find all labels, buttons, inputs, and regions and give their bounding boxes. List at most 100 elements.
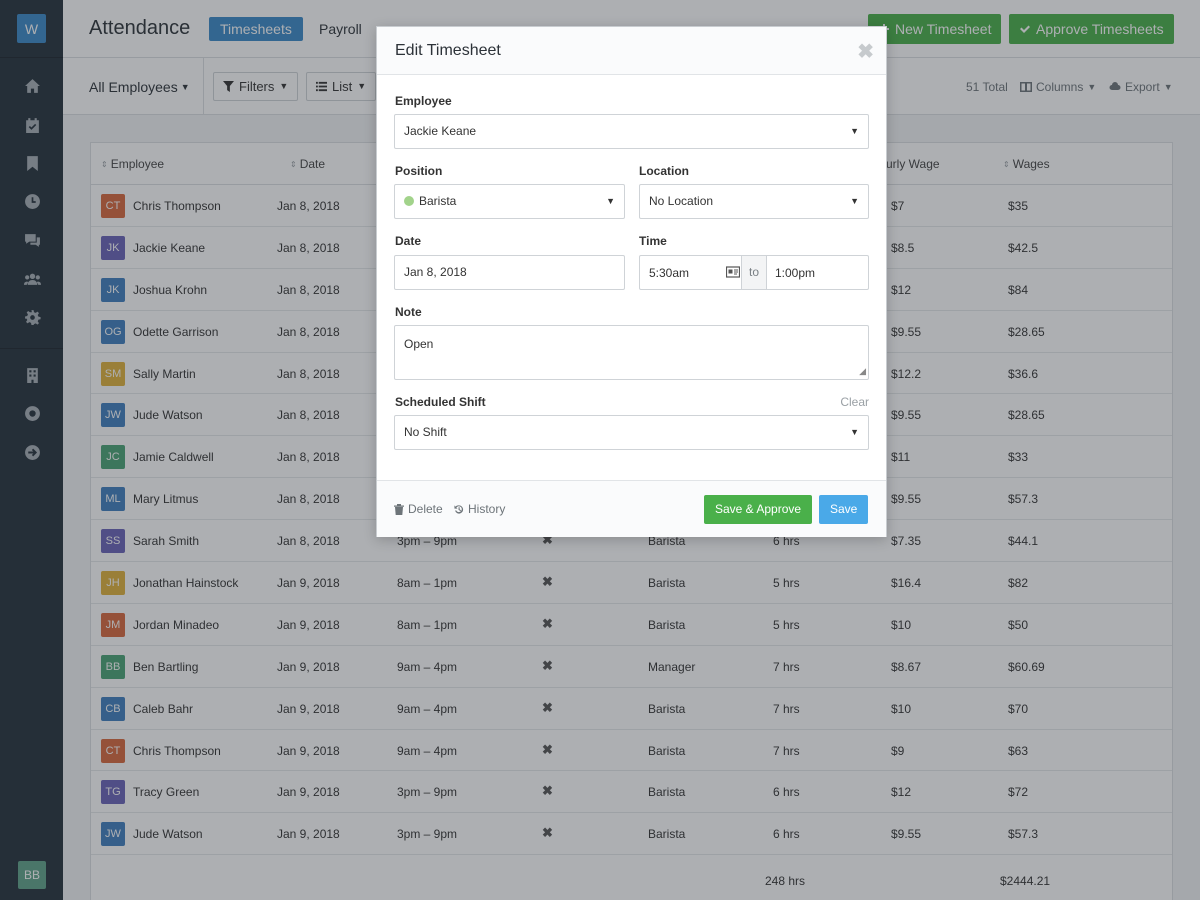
history-button[interactable]: History: [454, 502, 505, 516]
new-timesheet-button[interactable]: New Timesheet: [868, 14, 1002, 44]
row-position: Barista: [648, 743, 686, 758]
employee-name: Jude Watson: [133, 827, 203, 842]
calendar-check-icon[interactable]: [20, 113, 44, 137]
close-icon[interactable]: ✖: [857, 41, 874, 63]
resize-handle-icon[interactable]: ◢: [859, 366, 866, 376]
row-wages: $42.5: [1008, 240, 1039, 255]
row-shift: 9am – 4pm: [397, 659, 458, 674]
tab-timesheets[interactable]: Timesheets: [209, 17, 303, 41]
export-button[interactable]: Export ▼: [1109, 80, 1173, 94]
save-button[interactable]: Save: [819, 495, 869, 524]
employee-filter-dropdown[interactable]: All Employees ▼: [89, 79, 190, 95]
row-hourly-wage: $12.2: [891, 366, 922, 381]
row-hours: 7 hrs: [773, 701, 800, 716]
total-wages: $2444.21: [1000, 874, 1051, 889]
clear-link[interactable]: Clear: [840, 395, 869, 409]
approve-timesheets-button[interactable]: Approve Timesheets: [1009, 14, 1174, 44]
table-row[interactable]: BB Ben Bartling Jan 9, 2018 9am – 4pm ✖ Manag…: [91, 646, 1172, 688]
position-color-dot: [404, 196, 414, 206]
columns-label: Columns: [1036, 80, 1084, 94]
position-value: Barista: [419, 194, 457, 208]
row-wages: $44.1: [1008, 534, 1039, 549]
scheduled-shift-select[interactable]: No Shift ▼: [394, 415, 869, 450]
time-start-input[interactable]: 5:30am: [649, 266, 690, 280]
employee-select[interactable]: Jackie Keane ▼: [394, 114, 869, 149]
avatar: CB: [101, 696, 125, 721]
save-approve-button[interactable]: Save & Approve: [704, 495, 813, 524]
position-select[interactable]: Barista ▼: [394, 184, 625, 219]
id-card-icon[interactable]: [726, 266, 740, 278]
building-icon[interactable]: [20, 363, 44, 387]
avatar: CT: [101, 194, 125, 218]
close-icon: ✖: [542, 574, 553, 590]
users-icon[interactable]: [20, 267, 44, 291]
avatar: SS: [101, 529, 125, 554]
row-hourly-wage: $10: [891, 701, 912, 716]
chevron-down-icon: ▼: [850, 196, 859, 206]
row-date: Jan 9, 2018: [277, 659, 340, 674]
view-list-button[interactable]: List ▼: [306, 72, 377, 101]
row-shift: 3pm – 9pm: [397, 827, 458, 842]
scheduled-shift-value: No Shift: [404, 425, 447, 439]
row-hourly-wage: $7.35: [891, 534, 922, 549]
clock-icon[interactable]: [20, 189, 44, 213]
avatar: JC: [101, 445, 125, 470]
close-icon: ✖: [542, 783, 553, 799]
table-row[interactable]: CT Chris Thompson Jan 9, 2018 9am – 4pm ✖ Bar…: [91, 730, 1172, 772]
close-icon: ✖: [542, 532, 553, 548]
employee-name: Jordan Minadeo: [133, 617, 220, 632]
row-hourly-wage: $8.5: [891, 240, 915, 255]
home-icon[interactable]: [20, 74, 44, 98]
employee-name: Tracy Green: [133, 785, 200, 800]
employee-name: Jonathan Hainstock: [133, 576, 239, 591]
table-row[interactable]: OG Odette Garrison Jan 8, 2018 $9.55 $28.65: [91, 311, 1172, 353]
delete-label: Delete: [408, 502, 443, 516]
row-wages: $35: [1008, 199, 1029, 213]
row-date: Jan 8, 2018: [277, 450, 340, 465]
columns-icon: [1020, 82, 1032, 92]
user-avatar[interactable]: BB: [18, 861, 46, 889]
bookmark-icon[interactable]: [20, 151, 44, 175]
column-header-label: Date: [299, 157, 326, 171]
note-textarea[interactable]: Open ◢: [394, 325, 869, 380]
tab-payroll[interactable]: Payroll: [319, 21, 362, 37]
location-select[interactable]: No Location ▼: [639, 184, 869, 219]
row-wages: $33: [1008, 450, 1029, 465]
delete-button[interactable]: Delete: [394, 502, 443, 516]
table-row[interactable]: JH Jonathan Hainstock Jan 9, 2018 8am – 1pm…: [91, 562, 1172, 604]
sidebar: W BB: [0, 0, 63, 900]
table-row[interactable]: TG Tracy Green Jan 9, 2018 3pm – 9pm ✖ Barist…: [91, 771, 1172, 814]
chat-icon[interactable]: [20, 228, 44, 252]
row-date: Jan 8, 2018: [277, 324, 340, 339]
date-input[interactable]: Jan 8, 2018: [394, 255, 625, 290]
arrow-right-circle-icon[interactable]: [20, 440, 44, 464]
table-row[interactable]: CB Caleb Bahr Jan 9, 2018 9am – 4pm ✖ Barista…: [91, 688, 1172, 730]
employee-name: Jackie Keane: [133, 240, 206, 255]
avatar: JH: [101, 571, 125, 596]
row-wages: $63: [1008, 743, 1029, 758]
table-row[interactable]: JW Jude Watson Jan 9, 2018 3pm – 9pm ✖ Barist…: [91, 813, 1172, 856]
app-logo[interactable]: W: [17, 14, 46, 43]
table-row[interactable]: SS Sarah Smith Jan 8, 2018 3pm – 9pm ✖ Barist…: [91, 520, 1172, 563]
column-header-employee[interactable]: ⇕ Employee: [101, 157, 164, 171]
row-wages: $57.3: [1008, 827, 1039, 842]
row-wages: $82: [1008, 576, 1029, 591]
row-date: Jan 9, 2018: [277, 785, 340, 800]
date-value: Jan 8, 2018: [404, 265, 467, 279]
table-footer: 248 hrs $2444.21: [91, 855, 1172, 900]
row-shift: 8am – 1pm: [397, 576, 458, 591]
row-hourly-wage: $12: [891, 785, 912, 800]
columns-button[interactable]: Columns ▼: [1020, 80, 1096, 94]
table-row[interactable]: JM Jordan Minadeo Jan 9, 2018 8am – 1pm ✖ Bar…: [91, 604, 1172, 646]
avatar: TG: [101, 780, 125, 805]
life-ring-icon[interactable]: [20, 401, 44, 425]
row-position: Barista: [648, 701, 686, 716]
column-header-wages[interactable]: ⇕ Wages: [1003, 157, 1050, 171]
column-header-hourly-wage[interactable]: urly Wage: [886, 157, 940, 171]
scheduled-shift-label: Scheduled Shift: [395, 395, 486, 409]
gear-icon[interactable]: [20, 305, 44, 329]
time-end-input[interactable]: 1:00pm: [775, 266, 816, 280]
sort-icon: ⇕: [101, 159, 108, 169]
column-header-date[interactable]: ⇕ Date: [290, 157, 325, 171]
filters-button[interactable]: Filters ▼: [213, 72, 299, 101]
